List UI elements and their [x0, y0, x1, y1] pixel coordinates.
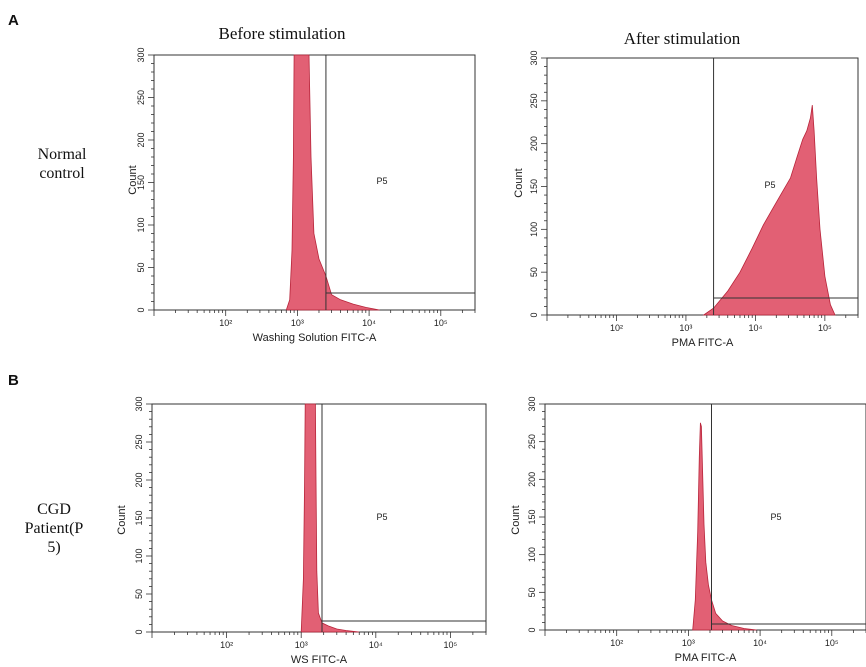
row-label-line: control: [39, 165, 85, 182]
y-tick-label: 0: [529, 312, 539, 317]
y-axis-title: Count: [510, 505, 522, 534]
y-axis-title: Count: [116, 505, 128, 534]
x-tick-label: 10²: [610, 323, 623, 333]
y-tick-label: 50: [134, 589, 144, 599]
y-tick-label: 250: [136, 90, 146, 105]
x-axis-title: PMA FITC-A: [675, 652, 737, 664]
y-tick-label: 250: [527, 434, 537, 449]
x-axis-title: Washing Solution FITC-A: [253, 332, 377, 344]
x-tick-label: 10⁴: [753, 638, 767, 648]
y-tick-label: 150: [136, 175, 146, 190]
x-tick-label: 10²: [219, 318, 232, 328]
x-tick-label: 10⁴: [369, 640, 383, 650]
row-label-line: CGD: [37, 501, 71, 518]
x-tick-label: 10³: [682, 638, 695, 648]
x-axis-title: PMA FITC-A: [672, 337, 734, 349]
panel-letter-a: A: [8, 12, 19, 29]
x-tick-label: 10⁵: [818, 323, 832, 333]
y-tick-label: 200: [134, 472, 144, 487]
column-title-after: After stimulation: [623, 29, 741, 48]
y-tick-label: 200: [529, 136, 539, 151]
x-tick-label: 10²: [220, 640, 233, 650]
y-tick-label: 300: [529, 50, 539, 65]
y-tick-label: 0: [134, 629, 144, 634]
x-tick-label: 10³: [295, 640, 308, 650]
y-tick-label: 100: [527, 547, 537, 562]
histogram-area: [692, 422, 757, 631]
row-label-cgd-patient: CGD Patient(P 5): [14, 500, 94, 557]
y-tick-label: 300: [527, 396, 537, 411]
histogram-area: [300, 403, 360, 633]
y-tick-label: 150: [527, 509, 537, 524]
x-tick-label: 10²: [610, 638, 623, 648]
y-tick-label: 50: [527, 587, 537, 597]
x-tick-label: 10⁵: [825, 638, 839, 648]
row-label-line: Normal: [37, 146, 87, 163]
gate-label: P5: [376, 176, 387, 186]
y-tick-label: 150: [134, 510, 144, 525]
x-tick-label: 10³: [679, 323, 692, 333]
y-tick-label: 200: [136, 132, 146, 147]
histogram-area: [285, 54, 380, 311]
gate-label: P5: [764, 180, 775, 190]
y-tick-label: 100: [134, 548, 144, 563]
x-tick-label: 10⁵: [444, 640, 458, 650]
y-tick-label: 100: [529, 222, 539, 237]
row-label-line: 5): [47, 539, 61, 556]
y-tick-label: 300: [134, 396, 144, 411]
row-label-normal-control: Normal control: [22, 145, 102, 183]
y-tick-label: 150: [529, 179, 539, 194]
y-tick-label: 0: [527, 627, 537, 632]
row-label-line: Patient(P: [24, 520, 84, 537]
column-title-before: Before stimulation: [218, 24, 346, 43]
y-axis-title: Count: [513, 168, 525, 197]
y-tick-label: 0: [136, 307, 146, 312]
x-tick-label: 10⁵: [434, 318, 448, 328]
panel-letter-b: B: [8, 372, 19, 389]
gate-label: P5: [376, 512, 387, 522]
x-tick-label: 10⁴: [362, 318, 376, 328]
y-axis-title: Count: [127, 165, 139, 194]
gate-label: P5: [770, 512, 781, 522]
x-axis-title: WS FITC-A: [291, 654, 348, 666]
y-tick-label: 300: [136, 47, 146, 62]
y-tick-label: 200: [527, 472, 537, 487]
y-tick-label: 100: [136, 217, 146, 232]
x-tick-label: 10⁴: [748, 323, 762, 333]
x-tick-label: 10³: [291, 318, 304, 328]
y-tick-label: 50: [136, 262, 146, 272]
y-tick-label: 50: [529, 267, 539, 277]
histogram-area: [702, 105, 836, 316]
y-tick-label: 250: [134, 434, 144, 449]
y-tick-label: 250: [529, 93, 539, 108]
